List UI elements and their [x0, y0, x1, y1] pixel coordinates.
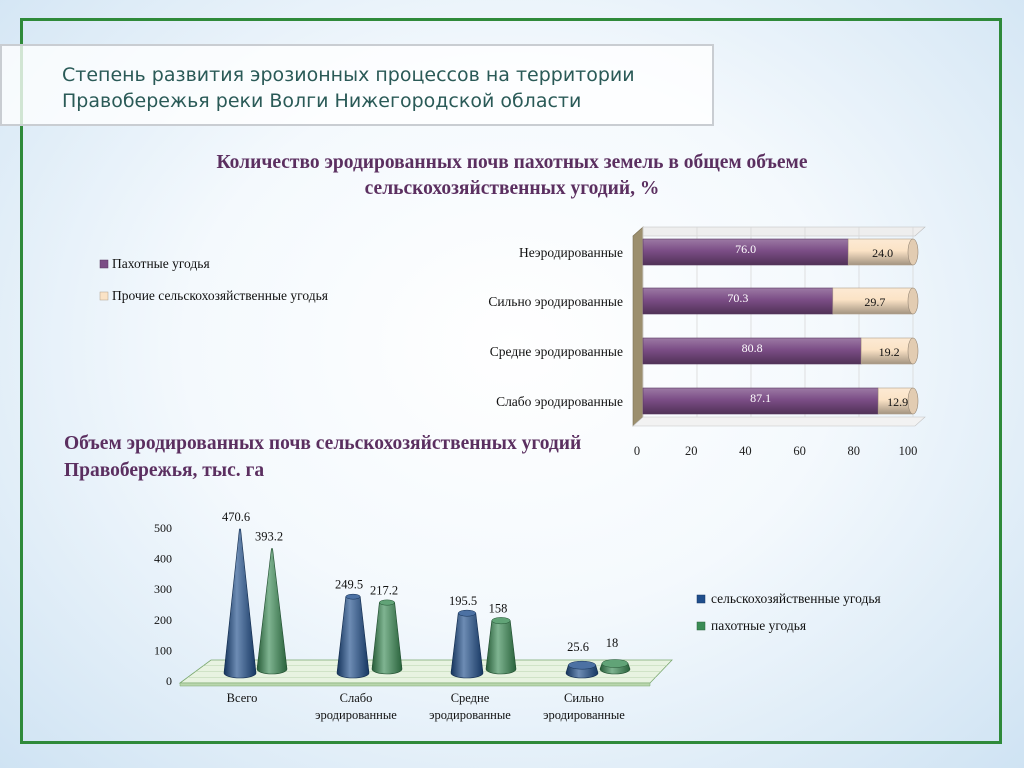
chart2-value-label: 470.6	[222, 510, 250, 524]
chart1-category-label: Сильно эродированные	[488, 294, 623, 309]
chart1-bar-arable	[642, 238, 849, 266]
chart2-value-label: 195.5	[449, 594, 477, 608]
chart1-legend-label: Прочие сельскохозяйственные угодья	[112, 288, 328, 303]
chart2-category-label: Всего	[227, 691, 258, 705]
title-box	[0, 44, 714, 126]
chart2-legend-label: пахотные угодья	[711, 618, 806, 633]
chart2-y-tick-label: 500	[154, 521, 172, 535]
chart2-title: Объем эродированных почв сельскохозяйств…	[64, 433, 582, 481]
chart1-bar-cap	[907, 238, 919, 266]
chart1-bar-other	[832, 287, 914, 315]
chart2-floor-edge	[179, 682, 651, 687]
chart1-floor	[632, 416, 926, 427]
chart1-x-tick-label: 20	[685, 444, 698, 458]
chart1-category-label: Средне эродированные	[490, 344, 623, 359]
chart2-y-tick-label: 200	[154, 613, 172, 627]
chart1-bar-cap	[907, 387, 919, 415]
slide-frame	[20, 18, 1002, 744]
chart2-value-label: 217.2	[370, 584, 398, 598]
chart2-cone-top	[491, 617, 511, 625]
slide-title: Степень развития эрозионных процессов на…	[62, 64, 635, 112]
chart2-cone-top	[457, 609, 477, 617]
chart1-value-label: 12.9	[887, 395, 908, 409]
chart1-value-label: 70.3	[727, 291, 748, 305]
chart1-value-label: 29.7	[864, 295, 885, 309]
chart2-y-tick-label: 400	[154, 552, 172, 566]
chart2-cone-top	[379, 599, 395, 606]
chart2-cone-agricultural	[450, 612, 484, 679]
chart1-legend-swatch-other	[99, 291, 109, 301]
chart1-x-tick-label: 60	[793, 444, 806, 458]
chart1-value-label: 24.0	[872, 246, 893, 260]
chart2-category-label: Средне	[451, 691, 490, 705]
chart1-bar-arable	[642, 287, 834, 315]
chart1-bar-other	[847, 238, 914, 266]
chart2-legend-swatch-agricultural	[696, 594, 706, 604]
chart2-category-label: Слабо	[340, 691, 373, 705]
chart2-y-tick-label: 300	[154, 582, 172, 596]
chart2-cone-top	[345, 593, 361, 600]
chart1-value-label: 80.8	[742, 341, 763, 355]
chart1-value-label: 76.0	[735, 242, 756, 256]
chart2-y-tick-label: 0	[166, 674, 172, 688]
chart1-bar-arable	[642, 337, 862, 365]
chart2-cone-arable	[256, 548, 288, 675]
chart2-cone-arable	[485, 620, 517, 675]
chart1-category-label: Слабо эродированные	[496, 394, 623, 409]
chart1-bar-arable	[642, 387, 879, 415]
chart1-side-wall	[632, 226, 644, 427]
chart2-cone-arable	[371, 602, 403, 675]
chart1-bar-other	[877, 387, 914, 415]
chart2-value-label: 393.2	[255, 530, 283, 544]
chart1-value-label: 19.2	[879, 345, 900, 359]
chart1-x-tick-label: 40	[739, 444, 752, 458]
chart1-bar-cap	[907, 337, 919, 365]
chart1-legend-swatch-arable	[99, 259, 109, 269]
chart1-category-label: Неэродированные	[519, 245, 623, 260]
chart2-cone-top	[601, 659, 629, 668]
chart2-value-label: 25.6	[567, 640, 589, 654]
chart2-legend-label: сельскохозяйственные угодья	[711, 591, 881, 606]
chart2-cone-agricultural	[223, 528, 257, 679]
chart1-top-wall	[632, 226, 926, 237]
chart1-value-label: 87.1	[750, 391, 771, 405]
chart2-y-tick-label: 100	[154, 643, 172, 657]
chart2-cone-agricultural	[336, 596, 370, 679]
chart2-category-label: Сильно	[564, 691, 604, 705]
chart2-value-label: 158	[489, 602, 508, 616]
chart1-x-tick-label: 100	[899, 444, 918, 458]
chart1-bar-cap	[907, 287, 919, 315]
chart1-x-tick-label: 0	[634, 444, 640, 458]
chart1-title: Количество эродированных почв пахотных з…	[216, 152, 808, 199]
chart2-category-label: эродированные	[543, 708, 625, 722]
chart1-legend-label: Пахотные угодья	[112, 256, 210, 271]
chart2-value-label: 249.5	[335, 578, 363, 592]
chart2-cone-top	[568, 660, 596, 670]
chart2-legend-swatch-arable	[696, 621, 706, 631]
chart2-value-label: 18	[606, 636, 619, 650]
chart2-category-label: эродированные	[429, 708, 511, 722]
chart1-x-tick-label: 80	[848, 444, 861, 458]
chart2-category-label: эродированные	[315, 708, 397, 722]
